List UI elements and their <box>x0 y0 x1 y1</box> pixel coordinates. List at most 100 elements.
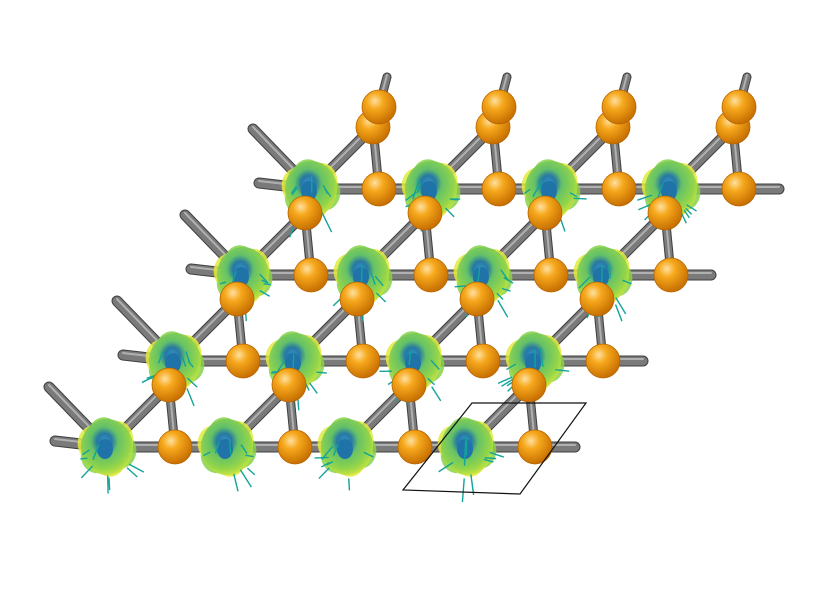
spin-arrow <box>185 351 191 363</box>
atom-sphere <box>361 171 397 207</box>
spin-arrow <box>538 179 543 190</box>
atom-sphere <box>459 281 495 317</box>
spin-arrow <box>375 292 387 303</box>
spin-arrow <box>308 382 318 394</box>
spin-arrow <box>573 197 587 200</box>
lobe-core <box>97 439 113 459</box>
atom-sphere <box>579 281 615 317</box>
spin-arrow <box>524 188 531 195</box>
spin-arrow <box>316 371 327 374</box>
spin-arrow <box>685 207 693 215</box>
atom-sphere <box>225 343 261 379</box>
atom-sphere <box>157 429 193 465</box>
spin-arrow <box>506 363 517 371</box>
spin-arrow <box>607 264 612 279</box>
atom-sphere <box>527 195 563 231</box>
spin-arrow <box>276 360 286 373</box>
spin-arrow <box>259 290 271 297</box>
atom-sphere <box>407 195 443 231</box>
spin-arrow <box>501 378 514 387</box>
spin-arrow <box>259 273 269 284</box>
atom-sphere <box>345 343 381 379</box>
spin-arrow <box>314 456 329 459</box>
orbital-lobe <box>77 417 137 477</box>
atom-sphere <box>293 257 329 293</box>
spin-arrow <box>555 369 570 372</box>
spin-arrow <box>348 478 351 491</box>
spin-arrow <box>416 182 422 193</box>
spin-arrow <box>501 287 511 292</box>
orbital-lobe <box>385 331 445 391</box>
atom-sphere <box>721 89 757 125</box>
atom-sphere <box>585 343 621 379</box>
spin-arrow <box>454 285 467 288</box>
atom-sphere <box>277 429 313 465</box>
spin-arrow <box>500 269 509 281</box>
spin-arrow <box>497 299 509 318</box>
spin-arrow <box>245 454 254 458</box>
atom-sphere <box>533 257 569 293</box>
spin-arrow <box>80 457 88 460</box>
spin-arrow <box>363 451 374 458</box>
atom-sphere <box>361 89 397 125</box>
spin-arrow <box>246 467 256 476</box>
atom-sphere <box>601 171 637 207</box>
spin-arrow <box>219 281 227 285</box>
spin-arrow <box>291 187 298 196</box>
spin-arrow <box>614 304 623 322</box>
spin-arrow <box>321 212 333 233</box>
spin-arrow <box>569 192 578 198</box>
spin-arrow <box>532 185 540 198</box>
spin-arrow <box>408 350 412 366</box>
spin-arrow <box>496 292 504 301</box>
spin-arrow <box>186 377 198 388</box>
atom-sphere <box>517 429 553 465</box>
spin-arrow <box>318 467 330 480</box>
spin-arrow <box>686 204 697 212</box>
spin-arrow <box>369 270 376 285</box>
spin-arrow <box>470 474 475 496</box>
spin-arrow <box>463 440 467 466</box>
spin-arrow <box>578 276 591 289</box>
spin-arrow <box>108 477 111 491</box>
spin-arrow <box>233 473 239 492</box>
spin-arrow <box>202 451 211 457</box>
spin-arrow <box>181 357 187 367</box>
spin-arrow <box>483 458 494 463</box>
spin-arrow <box>489 451 505 458</box>
atom-sphere <box>601 89 637 125</box>
spin-arrow <box>263 283 272 286</box>
spin-arrow <box>231 270 237 283</box>
atom-sphere <box>339 281 375 317</box>
atom-sphere <box>721 171 757 207</box>
orbital-lobe <box>197 417 257 477</box>
spin-arrow <box>141 376 154 384</box>
spin-arrow <box>239 469 252 488</box>
spin-arrow <box>503 277 514 284</box>
spin-arrow <box>427 377 435 386</box>
spin-arrow <box>622 279 632 285</box>
spin-arrow <box>186 388 195 407</box>
spin-arrow <box>157 351 164 364</box>
atom-sphere <box>481 89 517 125</box>
atom-layer <box>151 89 757 465</box>
spin-arrow <box>683 209 691 219</box>
atom-sphere <box>647 195 683 231</box>
spin-arrow <box>539 348 544 367</box>
spin-arrow <box>126 467 138 478</box>
spin-arrow <box>92 444 100 460</box>
spin-arrow <box>412 178 421 200</box>
spin-arrow <box>321 461 330 468</box>
orbital-lobe <box>317 417 377 477</box>
spin-arrow <box>637 194 653 201</box>
spin-arrow <box>332 444 339 456</box>
atom-sphere <box>397 429 433 465</box>
spin-arrow <box>444 207 455 218</box>
atom-sphere <box>287 195 323 231</box>
atom-sphere <box>653 257 689 293</box>
spin-arrow <box>240 444 248 455</box>
spin-arrow <box>431 386 442 402</box>
lobe-core <box>217 439 233 459</box>
atom-sphere <box>481 171 517 207</box>
